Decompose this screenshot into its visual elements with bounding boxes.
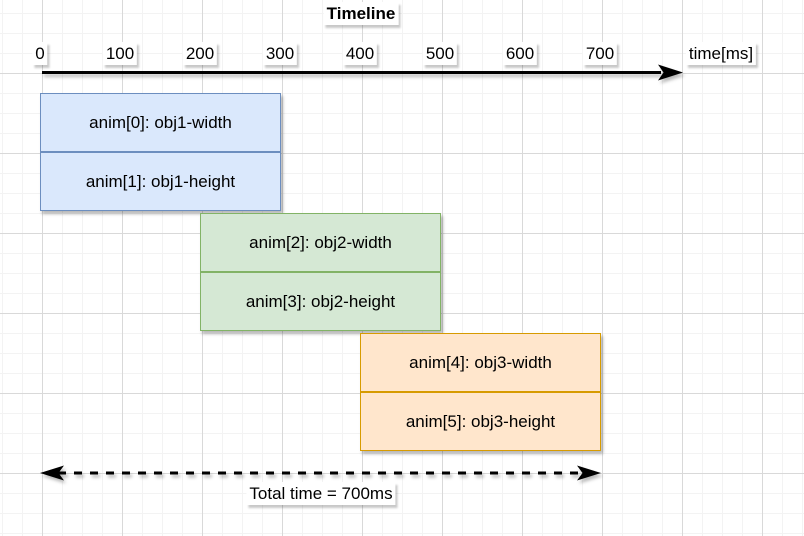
diagram-title: Timeline bbox=[323, 2, 399, 25]
axis-tick-400: 400 bbox=[342, 42, 378, 65]
axis-tick-300: 300 bbox=[262, 42, 298, 65]
axis-tick-100: 100 bbox=[102, 42, 138, 65]
track-box-anim5: anim[5]: obj3-height bbox=[360, 392, 601, 451]
total-time-label: Total time = 700ms bbox=[246, 482, 396, 505]
track-box-anim4: anim[4]: obj3-width bbox=[360, 333, 601, 392]
total-left-arrowhead-icon bbox=[40, 465, 64, 481]
total-right-arrowhead-icon bbox=[577, 465, 601, 481]
axis-unit-label: time[ms] bbox=[685, 42, 757, 65]
axis-arrowhead-icon bbox=[658, 64, 683, 81]
track-box-anim2: anim[2]: obj2-width bbox=[200, 213, 441, 272]
track-box-anim0: anim[0]: obj1-width bbox=[40, 93, 281, 152]
track-box-anim3: anim[3]: obj2-height bbox=[200, 272, 441, 331]
axis-tick-0: 0 bbox=[32, 42, 48, 65]
axis-tick-600: 600 bbox=[502, 42, 538, 65]
axis-tick-500: 500 bbox=[422, 42, 458, 65]
axis-tick-200: 200 bbox=[182, 42, 218, 65]
track-box-anim1: anim[1]: obj1-height bbox=[40, 152, 281, 211]
axis-tick-700: 700 bbox=[582, 42, 618, 65]
